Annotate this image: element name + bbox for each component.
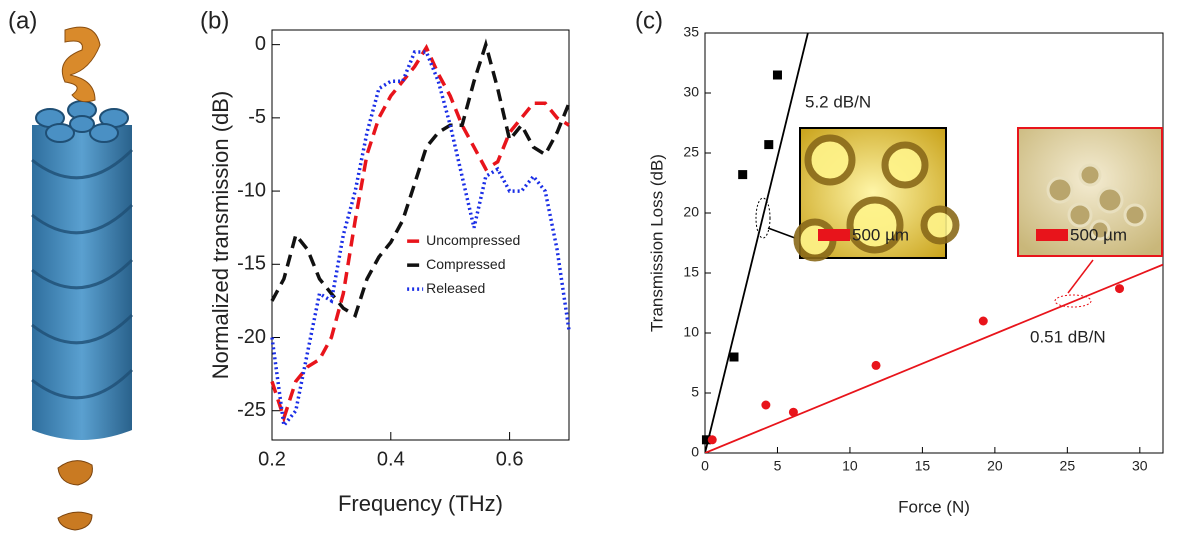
y-axis-label: Normalized transmission (dB) [208, 91, 233, 380]
x-axis-label: Force (N) [898, 497, 970, 516]
point [978, 316, 988, 326]
inset-texture [1089, 219, 1111, 241]
inset-texture [881, 141, 929, 189]
fit-line [705, 33, 809, 453]
y-tick-label: 0 [691, 444, 699, 460]
x-tick-label: 0 [701, 458, 709, 474]
highlight [1054, 294, 1092, 308]
y-tick-label: 25 [683, 144, 699, 160]
inset-texture [1123, 203, 1147, 227]
y-axis-label: Transmission Loss (dB) [647, 154, 666, 332]
series-line [270, 38, 571, 319]
series-line [270, 50, 571, 430]
x-tick-label: 25 [1060, 458, 1076, 474]
legend-label: Released [426, 280, 485, 296]
point [764, 140, 774, 150]
inset-texture [804, 134, 856, 186]
inset-texture [1096, 186, 1124, 214]
point [871, 360, 881, 370]
x-tick-label: 15 [915, 458, 931, 474]
y-tick-label: 30 [683, 84, 699, 100]
point [738, 170, 748, 180]
legend-label: Uncompressed [426, 232, 520, 248]
series-line [270, 43, 570, 424]
y-tick-label: 0 [255, 33, 266, 55]
x-tick-label: 5 [774, 458, 782, 474]
y-tick-label: -20 [237, 326, 266, 348]
x-tick-label: 10 [842, 458, 858, 474]
y-tick-label: -10 [237, 179, 266, 201]
x-tick-label: 20 [987, 458, 1003, 474]
y-tick-label: -15 [237, 253, 266, 275]
scale-bar [1036, 229, 1068, 241]
inset-texture [1078, 163, 1102, 187]
y-tick-label: 5 [691, 384, 699, 400]
plot-frame [271, 29, 570, 441]
point [701, 435, 711, 445]
x-tick-label: 0.6 [496, 448, 524, 470]
point [788, 407, 798, 417]
panel-label: (b) [200, 7, 229, 34]
inset-texture [846, 196, 904, 254]
y-tick-label: 35 [683, 24, 699, 40]
legend-label: Compressed [426, 256, 505, 272]
y-tick-label: -25 [237, 399, 266, 421]
panel-a-illustration [31, 26, 134, 531]
point [772, 70, 782, 80]
fit-line [705, 263, 1163, 453]
scale-bar-label: 500 µm [1070, 225, 1127, 244]
arrow [1067, 259, 1094, 294]
highlight [755, 197, 771, 239]
x-tick-label: 30 [1132, 458, 1148, 474]
point [707, 435, 717, 445]
x-tick-label: 0.4 [377, 448, 405, 470]
y-tick-label: 10 [683, 324, 699, 340]
inset-texture [1067, 202, 1093, 228]
point [1115, 284, 1125, 294]
panel-label: (c) [635, 7, 663, 34]
x-axis-label: Frequency (THz) [338, 491, 503, 516]
point [761, 400, 771, 410]
x-tick-label: 0.2 [258, 448, 286, 470]
y-tick-label: -5 [248, 106, 266, 128]
panel-label: (a) [8, 7, 37, 34]
inset-texture [920, 205, 960, 245]
y-tick-label: 15 [683, 264, 699, 280]
point [729, 352, 739, 362]
scale-bar [818, 229, 850, 241]
inset-texture [1046, 176, 1074, 204]
fit-label: 5.2 dB/N [805, 92, 871, 111]
arrow [767, 227, 796, 239]
scale-bar-label: 500 µm [852, 225, 909, 244]
y-tick-label: 20 [683, 204, 699, 220]
fit-label: 0.51 dB/N [1030, 327, 1106, 346]
